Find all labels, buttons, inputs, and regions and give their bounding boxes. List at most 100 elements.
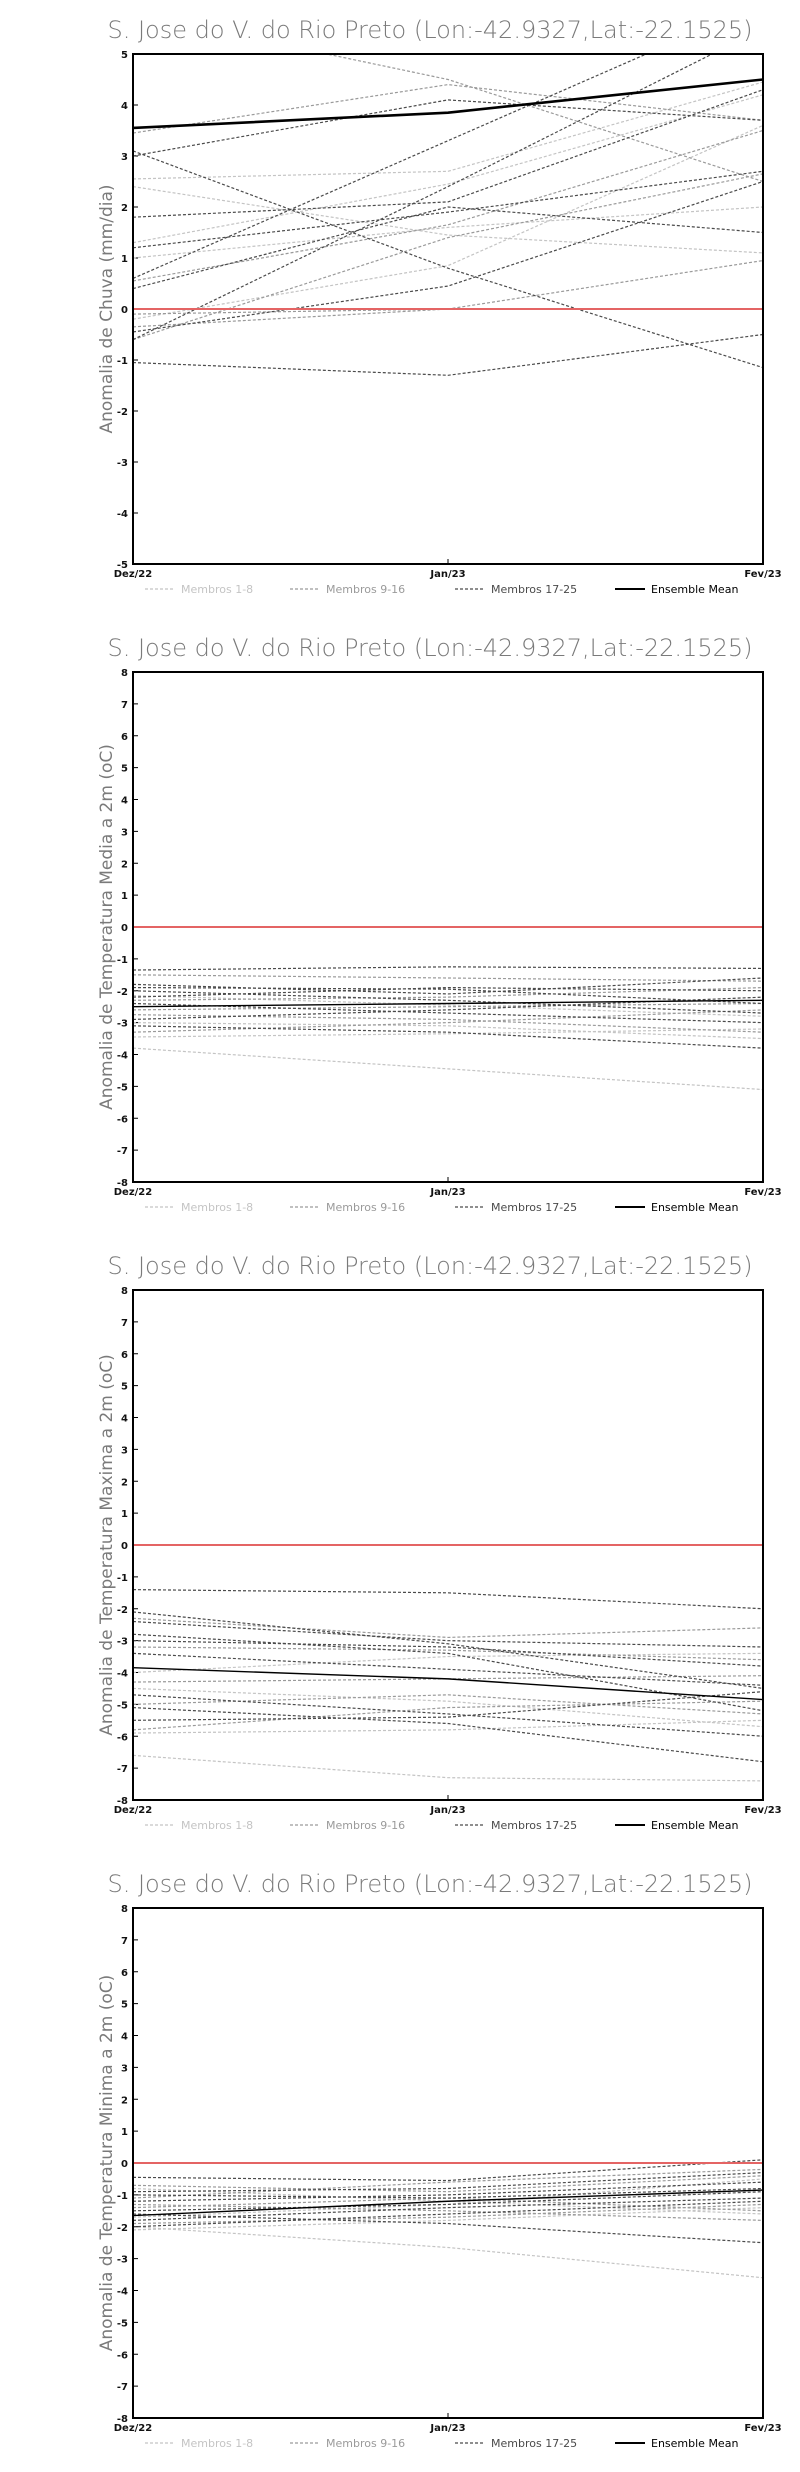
member-series-line	[133, 206, 763, 259]
member-series-line	[133, 83, 763, 134]
member-series-line	[133, 2175, 763, 2193]
y-tick-label: -1	[117, 955, 128, 966]
member-series-line	[133, 1691, 763, 1721]
member-series-line	[133, 333, 763, 376]
x-tick-label: Dez/22	[114, 1805, 153, 1816]
chart-svg: S. Jose do V. do Rio Preto (Lon:-42.9327…	[97, 1870, 782, 2450]
member-series-line	[133, 170, 763, 249]
member-series-line	[133, 99, 763, 157]
y-tick-label: -8	[117, 2414, 128, 2425]
y-axis-label: Anomalia de Temperatura Minima a 2m (oC)	[97, 1975, 117, 2352]
y-tick-label: 2	[121, 1477, 128, 1488]
member-series-line	[133, 1589, 763, 1610]
member-series-line	[133, 2171, 763, 2193]
x-tick-label: Fev/23	[744, 1187, 781, 1198]
member-series-line	[133, 1617, 763, 1639]
member-series-line	[133, 1022, 763, 1040]
member-series-line	[133, 1002, 763, 1024]
member-series-line	[133, 1652, 763, 1686]
member-series-line	[133, 186, 763, 254]
y-tick-label: -7	[117, 1146, 128, 1157]
y-tick-label: -4	[117, 1669, 128, 1680]
member-series-line	[133, 1025, 763, 1049]
y-tick-label: 1	[121, 254, 128, 265]
legend-label: Membros 1-8	[181, 583, 253, 596]
y-tick-label: -2	[117, 1605, 128, 1616]
member-series-line	[133, 94, 763, 244]
y-tick-label: -3	[117, 1637, 128, 1648]
y-tick-label: -8	[117, 1796, 128, 1807]
member-series-line	[133, 1047, 763, 1091]
member-series-line	[133, 974, 763, 982]
member-series-line	[133, 2181, 763, 2202]
member-series-line	[133, 990, 763, 1014]
y-tick-label: 4	[121, 101, 128, 112]
plot-frame	[132, 1289, 764, 1801]
ensemble-mean-line	[133, 78, 763, 130]
member-series-line	[133, 1028, 763, 1038]
member-series-line	[133, 1694, 763, 1715]
ensemble-mean-line	[133, 2189, 763, 2217]
y-tick-label: -2	[117, 987, 128, 998]
y-tick-label: -3	[117, 2255, 128, 2266]
y-tick-label: 4	[121, 1414, 128, 1425]
panel-tmin: S. Jose do V. do Rio Preto (Lon:-42.9327…	[0, 1854, 800, 2472]
member-series-line	[133, 1652, 763, 1674]
y-tick-label: 3	[121, 152, 128, 163]
member-series-line	[133, 124, 763, 320]
x-tick-label: Fev/23	[744, 2423, 781, 2434]
y-tick-label: -1	[117, 2191, 128, 2202]
member-series-line	[133, 1014, 763, 1033]
y-tick-label: 2	[121, 859, 128, 870]
member-series-line	[133, 1620, 763, 1648]
y-tick-label: -4	[117, 2287, 128, 2298]
y-tick-label: -8	[117, 1178, 128, 1189]
plot-frame	[132, 671, 764, 1183]
y-tick-label: 3	[121, 827, 128, 838]
panel-tmax: S. Jose do V. do Rio Preto (Lon:-42.9327…	[0, 1236, 800, 1854]
member-series-line	[133, 1719, 763, 1734]
y-tick-label: 7	[121, 700, 128, 711]
member-series-line	[133, 2207, 763, 2231]
y-tick-label: 1	[121, 891, 128, 902]
member-series-line	[133, 2226, 763, 2279]
member-series-line	[133, 150, 763, 369]
y-axis-label: Anomalia de Temperatura Media a 2m (oC)	[97, 744, 117, 1110]
member-series-line	[133, 1640, 763, 1667]
chart-title: S. Jose do V. do Rio Preto (Lon:-42.9327…	[107, 634, 752, 662]
legend-label: Membros 1-8	[181, 1819, 253, 1832]
member-series-line	[133, 1009, 763, 1033]
member-series-line	[133, 129, 763, 282]
member-series-line	[133, 2203, 763, 2221]
member-series-line	[133, 1706, 763, 1763]
member-series-line	[133, 1002, 763, 1011]
y-tick-label: 5	[121, 50, 128, 61]
member-series-line	[133, 2197, 763, 2221]
y-tick-label: -3	[117, 458, 128, 469]
y-tick-label: -7	[117, 2382, 128, 2393]
member-series-line	[133, 206, 763, 290]
y-tick-label: 3	[121, 1445, 128, 1456]
y-tick-label: 8	[121, 668, 128, 679]
y-tick-label: 4	[121, 796, 128, 807]
member-series-line	[133, 2159, 763, 2182]
y-tick-label: 0	[121, 305, 128, 316]
y-tick-label: 8	[121, 1286, 128, 1297]
x-tick-label: Jan/23	[429, 1187, 465, 1198]
y-tick-label: 4	[121, 2032, 128, 2043]
y-tick-label: 8	[121, 1904, 128, 1915]
member-series-line	[133, 1633, 763, 1712]
x-tick-label: Dez/22	[114, 2423, 153, 2434]
member-series-line	[133, 81, 763, 180]
member-series-line	[133, 2168, 763, 2199]
legend-label: Membros 17-25	[491, 2437, 577, 2450]
y-tick-label: 5	[121, 764, 128, 775]
member-series-line	[133, 180, 763, 333]
y-tick-label: -3	[117, 1019, 128, 1030]
x-tick-label: Dez/22	[114, 569, 153, 580]
x-tick-label: Jan/23	[429, 1805, 465, 1816]
y-tick-label: -6	[117, 1732, 128, 1743]
y-tick-label: -5	[117, 1700, 128, 1711]
legend-label: Membros 17-25	[491, 1201, 577, 1214]
legend-label: Ensemble Mean	[651, 1201, 738, 1214]
